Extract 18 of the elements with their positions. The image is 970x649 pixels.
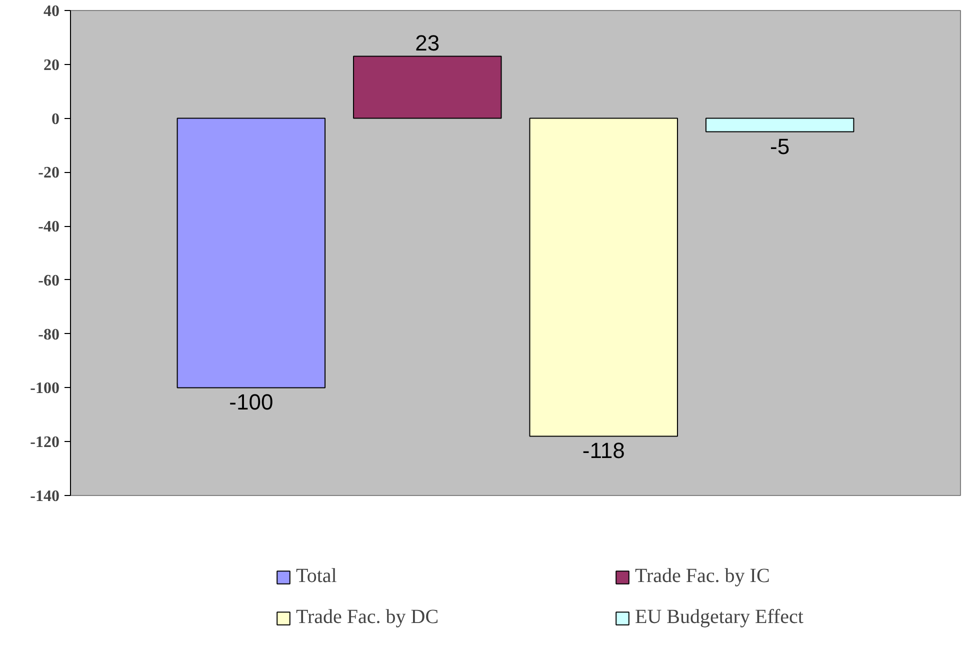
y-tick-label: -40 [38, 218, 60, 236]
data-label: 23 [415, 30, 440, 56]
y-tick-label: -60 [38, 272, 60, 290]
legend-label: Trade Fac. by IC [635, 565, 771, 588]
legend-label: Total [296, 565, 338, 588]
y-tick-label: -120 [30, 434, 60, 452]
y-tick-label: 0 [52, 110, 60, 128]
legend-label: EU Budgetary Effect [635, 606, 804, 629]
y-tick-label: -80 [38, 326, 60, 344]
y-tick-label: 40 [44, 3, 60, 20]
y-tick-label: -140 [30, 488, 60, 505]
data-label: -100 [229, 390, 274, 415]
y-tick-label: 20 [44, 56, 60, 74]
data-label: -118 [582, 438, 625, 464]
legend-label: Trade Fac. by DC [296, 606, 440, 629]
y-tick-label: -100 [30, 380, 60, 398]
data-label: -5 [770, 134, 790, 159]
y-tick-label: -20 [38, 164, 60, 182]
